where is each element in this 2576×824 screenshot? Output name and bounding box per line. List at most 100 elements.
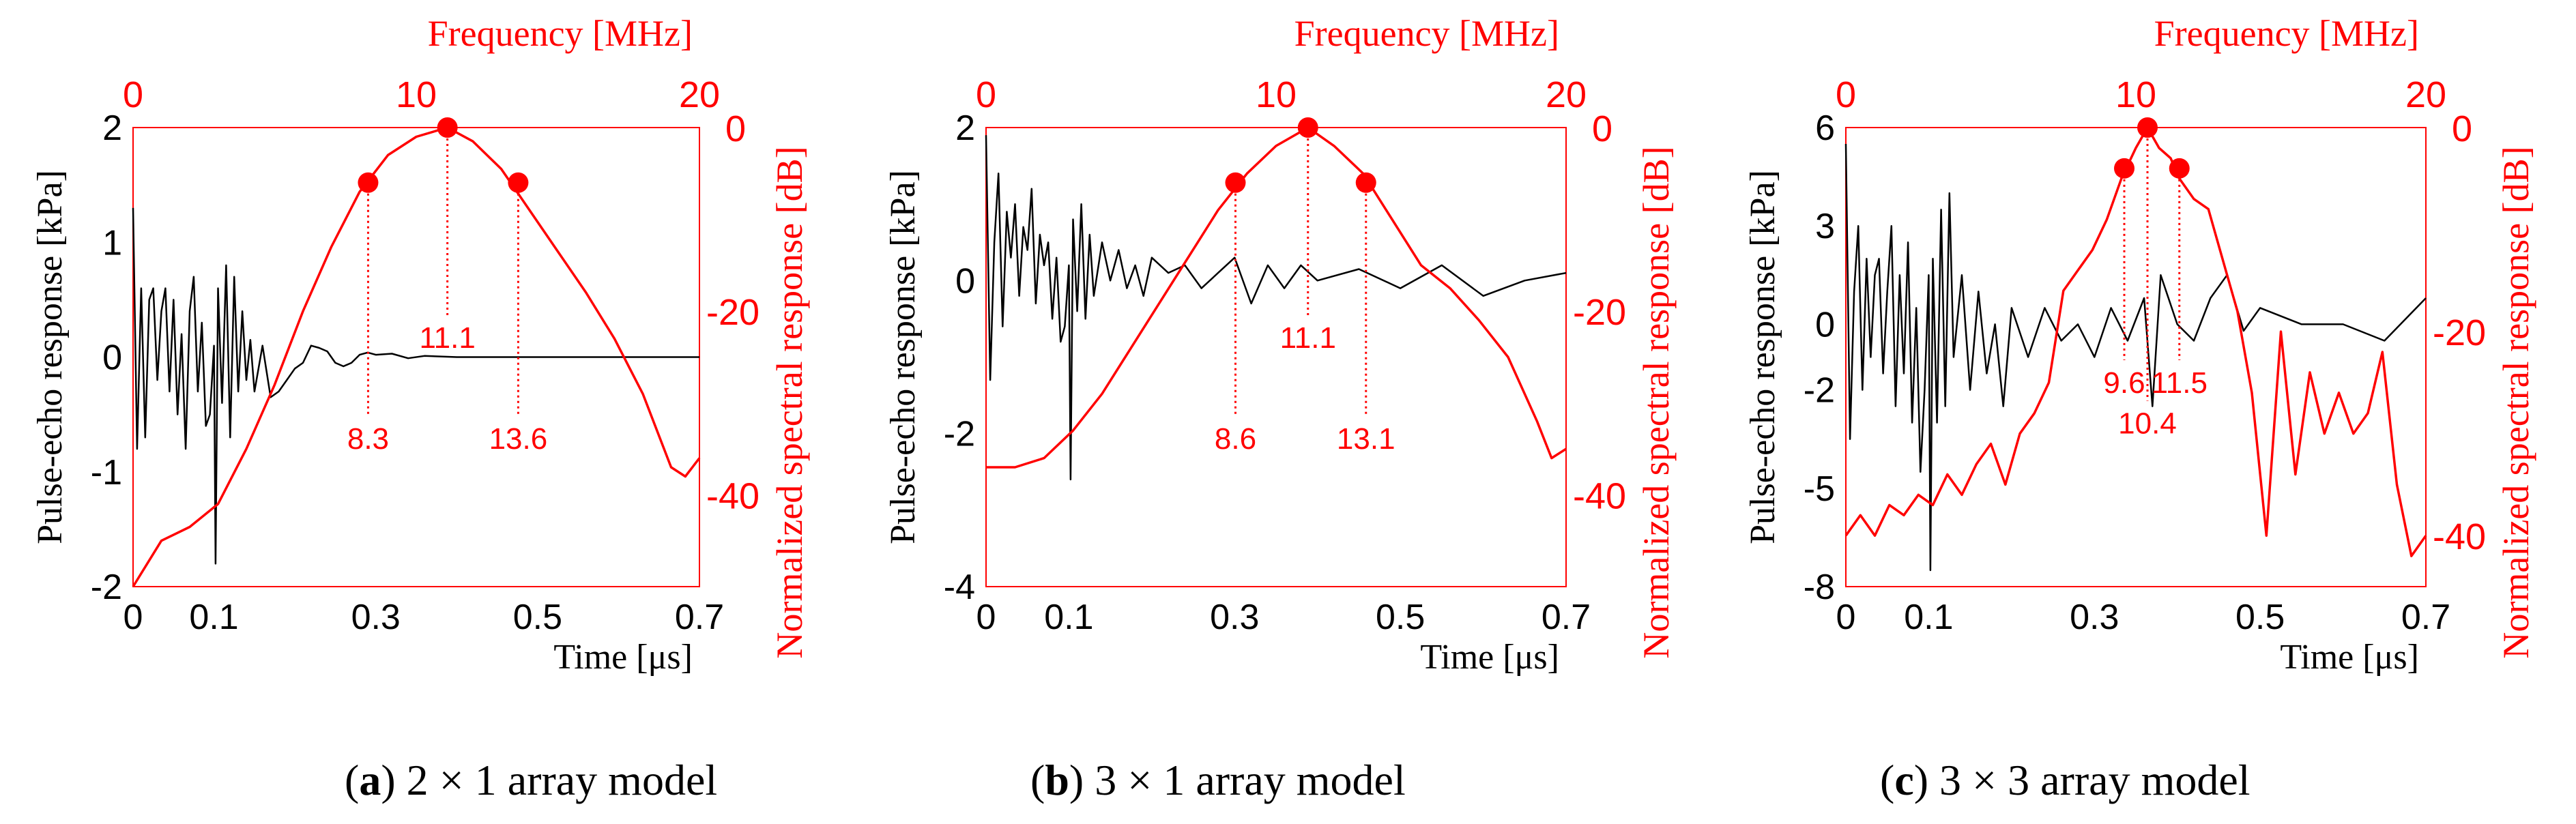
pulse-echo-line [985, 135, 1567, 481]
marker-label-high: 11.5 [2152, 366, 2208, 400]
y-left-tick-label: -4 [944, 568, 975, 607]
x-top-tick-label: 10 [1256, 74, 1297, 115]
x-tick-label: 0.5 [513, 598, 562, 637]
panel-caption: (a) 2 × 1 array model [345, 756, 717, 804]
marker-label-low: 9.6 [2103, 366, 2145, 400]
marker-center [1297, 117, 1318, 138]
x-axis-label: Time [μs] [1420, 638, 1559, 677]
y-left-tick-label: -2 [91, 568, 122, 607]
caption-text: ) 2 × 1 array model [381, 756, 717, 804]
y-left-axis-label: Pulse-echo response [kPa] [31, 170, 70, 544]
y-left-axis-label: Pulse-echo response [kPa] [884, 170, 923, 544]
caption-letter: b [1045, 756, 1069, 804]
plot-frame [1845, 127, 2427, 587]
x-tick-label: 0 [124, 598, 143, 637]
y-left-tick-label: 0 [1815, 305, 1835, 344]
marker-high [1355, 172, 1376, 193]
marker-low [358, 172, 379, 193]
marker-low [1225, 172, 1246, 193]
x-tick-label: 0.3 [2070, 598, 2119, 637]
x-tick-label: 0 [976, 598, 996, 637]
pulse-echo-line [1844, 143, 2427, 572]
x-tick-label: 0.5 [2235, 598, 2285, 637]
x-top-tick-label: 20 [679, 74, 720, 115]
y-left-tick-label: -8 [1804, 568, 1835, 607]
marker-label-center: 11.1 [419, 321, 475, 355]
panel-caption: (b) 3 × 1 array model [1030, 756, 1406, 804]
x-top-axis-label: Frequency [MHz] [428, 13, 693, 54]
caption-prefix: ( [1030, 756, 1045, 804]
panel-caption: (c) 3 × 3 array model [1880, 756, 2251, 804]
x-top-tick-label: 20 [2405, 74, 2446, 115]
marker-label-high: 13.1 [1337, 422, 1395, 456]
x-tick-label: 0.7 [2401, 598, 2450, 637]
caption-text: ) 3 × 1 array model [1069, 756, 1406, 804]
marker-label-center: 11.1 [1280, 321, 1336, 355]
x-tick-label: 0.3 [351, 598, 401, 637]
x-tick-label: 0.7 [1542, 598, 1591, 637]
y-right-tick-label: 0 [2452, 108, 2472, 149]
y-left-tick-label: 3 [1815, 207, 1835, 246]
y-right-axis-label: Normalized spectral response [dB] [2495, 146, 2536, 658]
y-left-tick-label: 0 [955, 261, 975, 301]
plot-frame [985, 127, 1567, 587]
marker-center [437, 117, 458, 138]
x-axis-label: Time [μs] [2280, 638, 2419, 677]
marker-label-low: 8.3 [347, 422, 389, 456]
y-right-tick-label: -20 [2433, 312, 2486, 353]
x-top-tick-label: 10 [2115, 74, 2156, 115]
x-tick-label: 0.1 [1904, 598, 1953, 637]
x-top-tick-label: 10 [396, 74, 437, 115]
x-tick-label: 0.7 [675, 598, 724, 637]
x-tick-label: 0.1 [189, 598, 238, 637]
caption-prefix: ( [1880, 756, 1894, 804]
y-right-tick-label: -40 [2433, 516, 2486, 557]
y-left-axis-label: Pulse-echo response [kPa] [1743, 170, 1782, 544]
x-tick-label: 0 [1836, 598, 1856, 637]
y-left-tick-label: -1 [91, 453, 122, 492]
x-axis-label: Time [μs] [553, 638, 693, 677]
y-right-tick-label: -40 [706, 475, 759, 516]
caption-letter: a [359, 756, 381, 804]
y-left-tick-label: -2 [944, 415, 975, 454]
spectral-response-line [1844, 126, 2427, 557]
x-tick-label: 0.5 [1376, 598, 1425, 637]
x-top-tick-label: 0 [1836, 74, 1856, 115]
y-right-tick-label: -20 [706, 292, 759, 333]
y-right-tick-label: -40 [1573, 475, 1626, 516]
marker-high [2169, 158, 2190, 179]
x-top-axis-label: Frequency [MHz] [2154, 13, 2419, 54]
x-tick-label: 0.1 [1044, 598, 1093, 637]
x-tick-label: 0.3 [1210, 598, 1259, 637]
caption-text: ) 3 × 3 array model [1914, 756, 2251, 804]
marker-label-center: 10.4 [2118, 407, 2177, 441]
marker-low [2114, 158, 2134, 179]
caption-letter: c [1894, 756, 1913, 804]
y-right-tick-label: -20 [1573, 292, 1626, 333]
caption-prefix: ( [345, 756, 359, 804]
x-top-tick-label: 0 [123, 74, 143, 115]
spectral-response-line [132, 126, 701, 587]
marker-label-high: 13.6 [489, 422, 548, 456]
y-right-tick-label: 0 [725, 108, 746, 149]
y-left-tick-label: 2 [955, 108, 975, 148]
pulse-echo-line [132, 207, 699, 565]
x-top-axis-label: Frequency [MHz] [1294, 13, 1559, 54]
y-left-tick-label: -2 [1804, 371, 1835, 411]
y-right-axis-label: Normalized spectral response [dB] [1636, 146, 1677, 658]
spectral-response-line [986, 126, 1567, 469]
x-top-tick-label: 20 [1546, 74, 1587, 115]
y-left-tick-label: 0 [102, 338, 122, 378]
y-left-tick-label: 6 [1815, 108, 1835, 148]
y-right-axis-label: Normalized spectral response [dB] [769, 146, 810, 658]
y-right-tick-label: 0 [1592, 108, 1612, 149]
x-top-tick-label: 0 [976, 74, 996, 115]
y-left-tick-label: -5 [1804, 469, 1835, 509]
y-left-tick-label: 2 [102, 108, 122, 148]
y-left-tick-label: 1 [102, 223, 122, 263]
marker-high [508, 172, 529, 193]
